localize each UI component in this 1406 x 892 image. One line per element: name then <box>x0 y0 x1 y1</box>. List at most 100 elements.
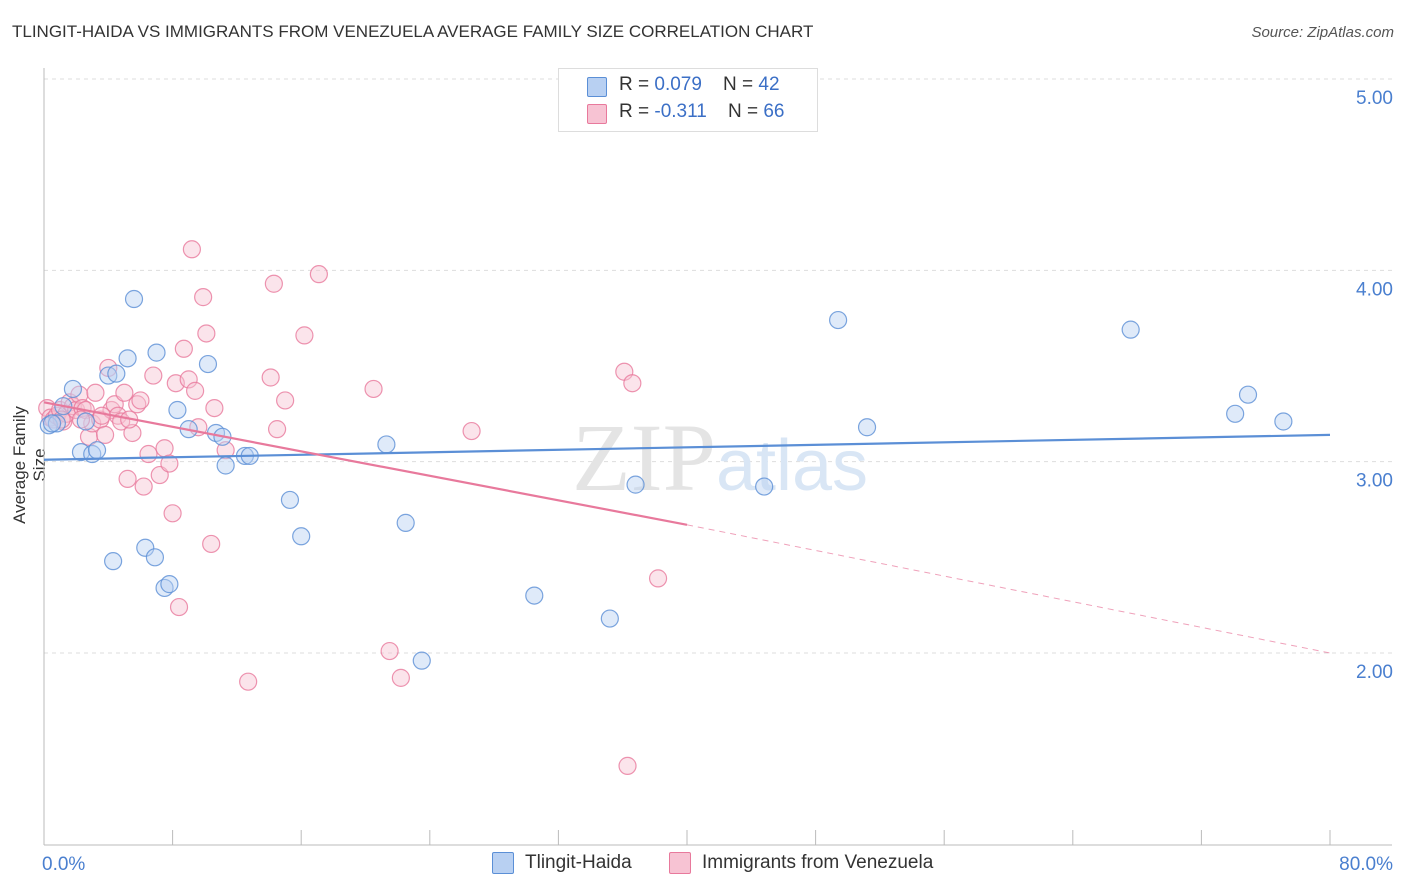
tlingit-haida-point <box>377 435 396 454</box>
venezuela-point <box>92 406 111 425</box>
tlingit-haida-point <box>626 475 645 494</box>
venezuela-point <box>205 398 224 418</box>
tlingit-haida-point <box>63 379 83 399</box>
tlingit-haida-point <box>107 364 126 383</box>
legend-n-label: N = <box>727 101 764 122</box>
legend-swatch-blue <box>587 77 607 97</box>
venezuela-point <box>309 265 328 284</box>
venezuela-point <box>115 383 134 402</box>
y-tick-label: 3.00 <box>1356 471 1393 492</box>
tlingit-haida-point <box>829 310 848 330</box>
legend-r-value: 0.079 <box>654 74 702 95</box>
tlingit-haida-point <box>118 349 137 368</box>
venezuela-point <box>79 427 99 446</box>
legend-row-blue: R = 0.079 N = 42 <box>619 74 780 96</box>
bottom-legend-pink: Immigrants from Venezuela <box>669 852 933 874</box>
tlingit-haida-point <box>76 412 95 431</box>
tlingit-haida-point <box>47 414 66 433</box>
trend-lines <box>43 401 1331 654</box>
y-tick-label: 5.00 <box>1356 88 1393 109</box>
venezuela-point <box>239 672 258 691</box>
tlingit-haida-point <box>1226 404 1245 423</box>
venezuela-point <box>197 324 216 343</box>
venezuela-point <box>364 379 383 399</box>
pink-points <box>38 240 668 775</box>
tlingit-haida-point <box>292 527 311 546</box>
bottom-legend-swatch-blue <box>492 852 514 874</box>
tlingit-haida-point <box>168 400 187 420</box>
tlingit-haida-point <box>160 575 179 594</box>
bottom-legend-swatch-pink <box>669 852 691 874</box>
venezuela-point <box>380 641 399 661</box>
tlingit-haida-point <box>216 456 235 475</box>
venezuela-point <box>134 477 153 496</box>
legend-r-label: R = <box>619 101 655 122</box>
tlingit-haida-point <box>42 414 62 433</box>
tlingit-haida-point <box>124 289 144 309</box>
venezuela-point <box>264 274 283 293</box>
venezuela-point <box>163 504 182 523</box>
watermark-atlas: atlas <box>716 426 868 506</box>
tlingit-haida-point <box>71 443 91 462</box>
x-tick-label: 80.0% <box>1339 854 1393 875</box>
y-tick-label: 2.00 <box>1356 662 1393 683</box>
y-tick-label: 4.00 <box>1356 279 1393 300</box>
gridlines <box>44 78 1392 654</box>
tlingit-haida-point <box>412 651 431 670</box>
legend-n-value: 42 <box>758 74 780 95</box>
tlingit-haida-point <box>145 548 165 567</box>
venezuela-trend-line <box>43 401 688 526</box>
venezuela-point <box>179 370 198 389</box>
venezuela-point <box>95 425 115 444</box>
venezuela-point <box>618 756 637 775</box>
venezuela-point <box>160 454 179 473</box>
tlingit-haida-point <box>525 586 544 605</box>
venezuela-point <box>169 597 189 617</box>
tlingit-haida-point <box>198 354 218 374</box>
venezuela-point <box>276 391 295 410</box>
venezuela-point <box>648 569 668 588</box>
venezuela-point <box>623 374 642 393</box>
legend-n-label: N = <box>723 74 759 95</box>
legend-r-value: -0.311 <box>654 101 707 122</box>
bottom-legend-blue: Tlingit-Haida <box>492 852 632 874</box>
venezuela-point <box>462 421 481 441</box>
source-label: Source: ZipAtlas.com <box>1251 24 1394 41</box>
venezuela-point <box>194 288 213 307</box>
legend-row-pink: R = -0.311 N = 66 <box>619 101 784 123</box>
watermark: ZIPatlas <box>572 404 868 511</box>
axes <box>43 68 1392 846</box>
venezuela-point <box>202 534 221 554</box>
tlingit-haida-point <box>147 343 166 362</box>
chart-title: TLINGIT-HAIDA VS IMMIGRANTS FROM VENEZUE… <box>12 22 814 41</box>
tlingit-haida-point <box>104 552 123 571</box>
tlingit-haida-point <box>87 441 107 460</box>
tlingit-haida-point <box>396 513 415 532</box>
legend: R = 0.079 N = 42 R = -0.311 N = 66 <box>558 68 818 132</box>
tlingit-haida-point <box>755 477 774 496</box>
bottom-legend-label-blue: Tlingit-Haida <box>525 852 632 873</box>
tlingit-haida-point <box>1274 412 1293 431</box>
venezuela-point <box>261 368 280 387</box>
venezuela-point <box>186 381 205 400</box>
venezuela-point <box>174 339 193 358</box>
venezuela-point <box>182 240 201 259</box>
x-tick-label: 0.0% <box>42 854 85 875</box>
venezuela-point <box>86 383 105 402</box>
venezuela-point <box>123 423 142 443</box>
venezuela-point <box>216 441 235 460</box>
venezuela-point <box>391 668 410 687</box>
legend-r-label: R = <box>619 74 655 95</box>
tlingit-haida-point <box>600 609 619 628</box>
legend-n-value: 66 <box>763 101 785 122</box>
venezuela-point <box>155 439 174 458</box>
venezuela-point <box>267 420 287 439</box>
watermark-zip: ZIP <box>572 404 716 511</box>
tlingit-haida-trend-line <box>43 433 1331 461</box>
tlingit-haida-point <box>1121 320 1140 339</box>
bottom-legend-label-pink: Immigrants from Venezuela <box>702 852 934 873</box>
venezuela-point <box>118 469 137 488</box>
tlingit-haida-point <box>857 418 877 437</box>
venezuela-point <box>144 366 163 385</box>
